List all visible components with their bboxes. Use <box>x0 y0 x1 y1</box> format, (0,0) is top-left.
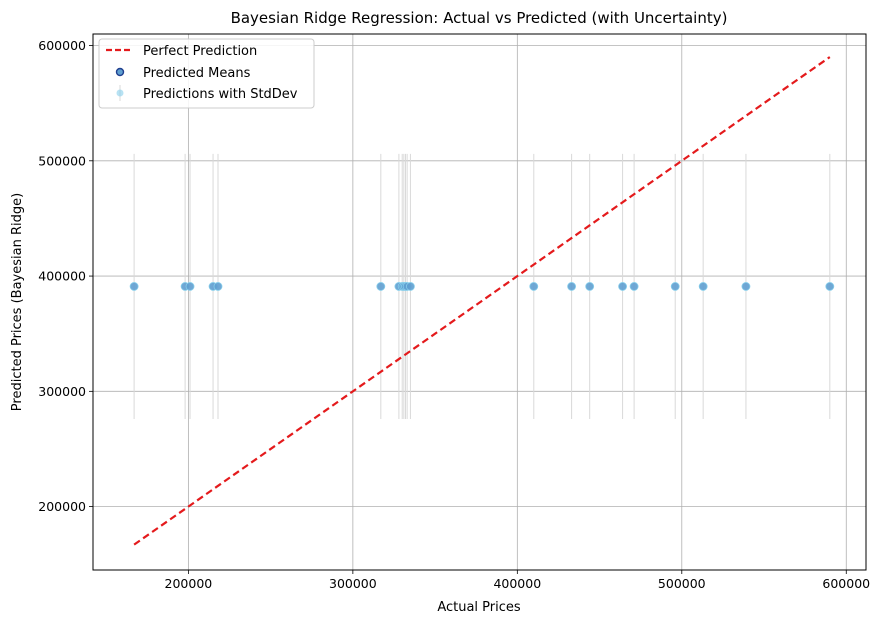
x-tick-label: 600000 <box>822 576 870 591</box>
predicted-mean-point <box>629 282 639 291</box>
predicted-mean-point <box>213 282 223 291</box>
legend-stddev-swatch <box>116 89 124 97</box>
x-tick-label: 500000 <box>658 576 706 591</box>
y-axis-ticks: 200000 300000 400000 500000 600000 <box>38 38 93 514</box>
predicted-mean-point <box>376 282 386 291</box>
predicted-mean-point <box>741 282 751 291</box>
y-tick-label: 600000 <box>38 38 86 53</box>
perfect-prediction-line <box>133 56 831 546</box>
x-axis-ticks: 200000 300000 400000 500000 600000 <box>165 570 870 591</box>
grid <box>93 34 866 570</box>
predicted-mean-point <box>529 282 539 291</box>
y-tick-label: 400000 <box>38 269 86 284</box>
y-tick-label: 200000 <box>38 499 86 514</box>
legend: Perfect Prediction Predicted Means Predi… <box>98 38 315 109</box>
legend-predicted-means-swatch <box>115 67 125 77</box>
legend-perfect-prediction-label: Perfect Prediction <box>143 44 257 59</box>
y-axis-title: Predicted Prices (Bayesian Ridge) <box>10 193 25 411</box>
predicted-means-layer <box>129 282 835 291</box>
y-tick-label: 500000 <box>38 153 86 168</box>
x-tick-label: 200000 <box>165 576 213 591</box>
plot-frame <box>92 33 867 571</box>
y-tick-label: 300000 <box>38 384 86 399</box>
predicted-mean-point <box>825 282 835 291</box>
predicted-mean-point <box>129 282 139 291</box>
legend-box <box>98 38 315 109</box>
x-axis-title: Actual Prices <box>437 600 521 615</box>
predicted-mean-point <box>567 282 577 291</box>
legend-stddev-label: Predictions with StdDev <box>143 87 298 102</box>
x-tick-label: 300000 <box>329 576 377 591</box>
legend-predicted-means-label: Predicted Means <box>143 66 251 81</box>
x-tick-label: 400000 <box>493 576 541 591</box>
predicted-mean-point <box>670 282 680 291</box>
predicted-mean-point <box>618 282 627 291</box>
predicted-mean-point <box>406 282 415 291</box>
predicted-mean-point <box>698 282 708 291</box>
perfect-prediction-layer <box>133 56 831 546</box>
predicted-mean-point <box>585 282 595 291</box>
chart-title: Bayesian Ridge Regression: Actual vs Pre… <box>231 9 728 27</box>
predicted-mean-point <box>185 282 195 291</box>
